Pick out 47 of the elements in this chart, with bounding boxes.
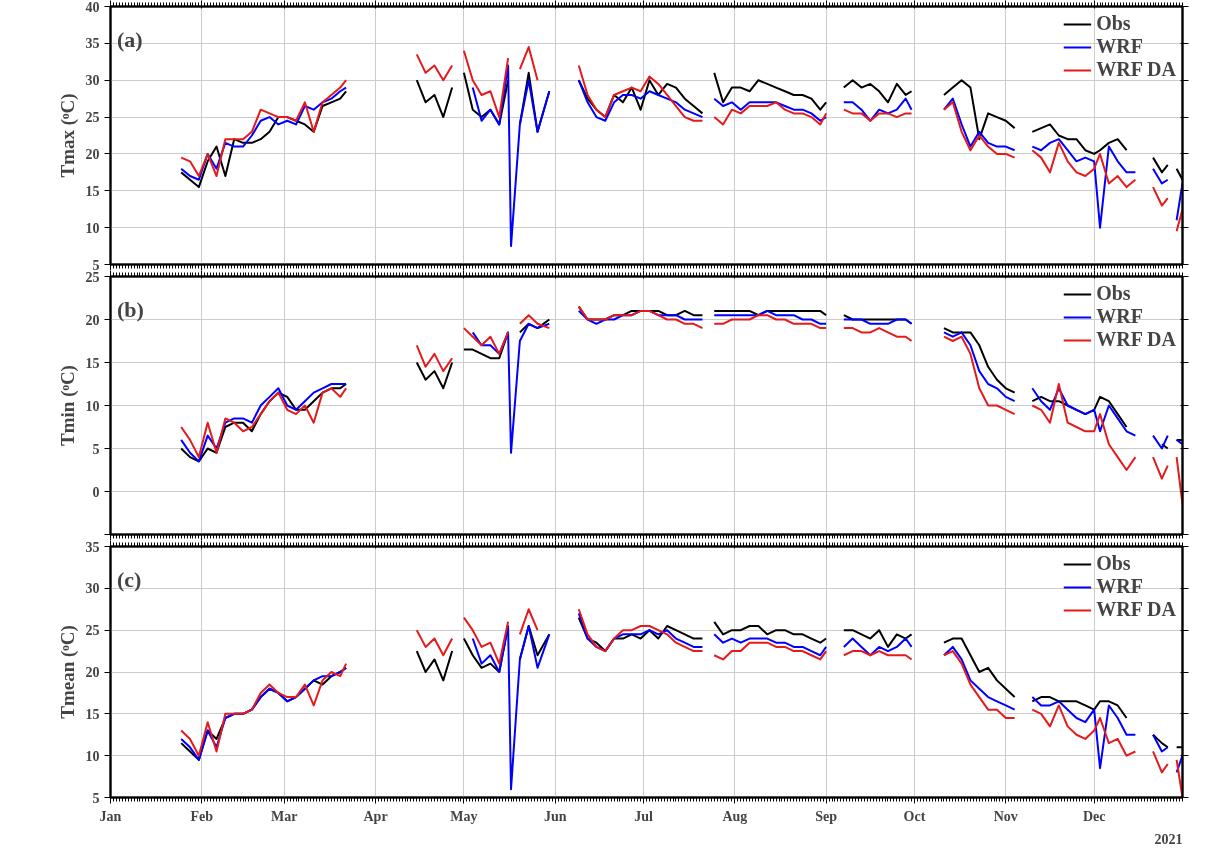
y-tick-label: 10 (85, 398, 100, 414)
text: 2021 (1154, 831, 1183, 847)
x-tick-label: Nov (993, 808, 1018, 824)
y-tick-label: 20 (85, 665, 100, 680)
x-tick-label: Feb (190, 808, 214, 824)
x-tick-label: Sep (815, 808, 838, 824)
text: (a) (116, 27, 143, 53)
y-tick-label: 15 (85, 183, 100, 199)
y-tick-label: 40 (85, 0, 100, 15)
legend-label: WRF (1096, 575, 1143, 598)
y-axis-title: Tmean (ᵒC) (56, 625, 79, 719)
x-tick-label: Mar (271, 808, 298, 824)
legend-label: WRF DA (1096, 598, 1176, 621)
y-tick-label: 5 (92, 441, 100, 457)
y-tick-label: 20 (85, 312, 100, 328)
text: (b) (116, 297, 144, 323)
x-tick-label: Apr (363, 808, 388, 824)
y-tick-label: 25 (85, 110, 100, 126)
x-tick-label: Oct (903, 808, 926, 824)
y-tick-label: 10 (85, 748, 100, 764)
x-tick-label: Jan (99, 808, 122, 824)
x-tick-label: Dec (1082, 808, 1106, 824)
legend-label: Obs (1096, 282, 1131, 305)
legend-label: Obs (1096, 552, 1131, 575)
y-tick-label: 30 (85, 73, 100, 89)
legend-label: WRF (1096, 305, 1143, 328)
y-tick-label: 35 (85, 539, 100, 555)
y-tick-label: 20 (85, 146, 100, 162)
y-tick-label: 10 (85, 220, 100, 236)
legend-label: WRF (1096, 35, 1143, 58)
y-tick-label: 30 (85, 581, 100, 597)
text: (c) (116, 566, 142, 592)
y-tick-label: 15 (85, 706, 100, 722)
legend-label: WRF DA (1096, 58, 1176, 81)
legend-label: WRF DA (1096, 328, 1176, 351)
x-tick-label: May (450, 808, 478, 824)
y-axis-title: Tmax (ᵒC) (56, 93, 79, 178)
y-tick-label: 35 (85, 36, 100, 52)
x-tick-label: Aug (722, 808, 748, 824)
legend-label: Obs (1096, 12, 1131, 35)
x-tick-label: Jun (543, 808, 567, 824)
y-tick-label: 5 (92, 790, 100, 806)
x-tick-label: Jul (634, 808, 653, 824)
y-axis-title: Tmin (ᵒC) (56, 365, 79, 446)
y-tick-label: 0 (92, 484, 100, 500)
y-tick-label: 15 (85, 355, 100, 371)
y-tick-label: 25 (85, 623, 100, 639)
